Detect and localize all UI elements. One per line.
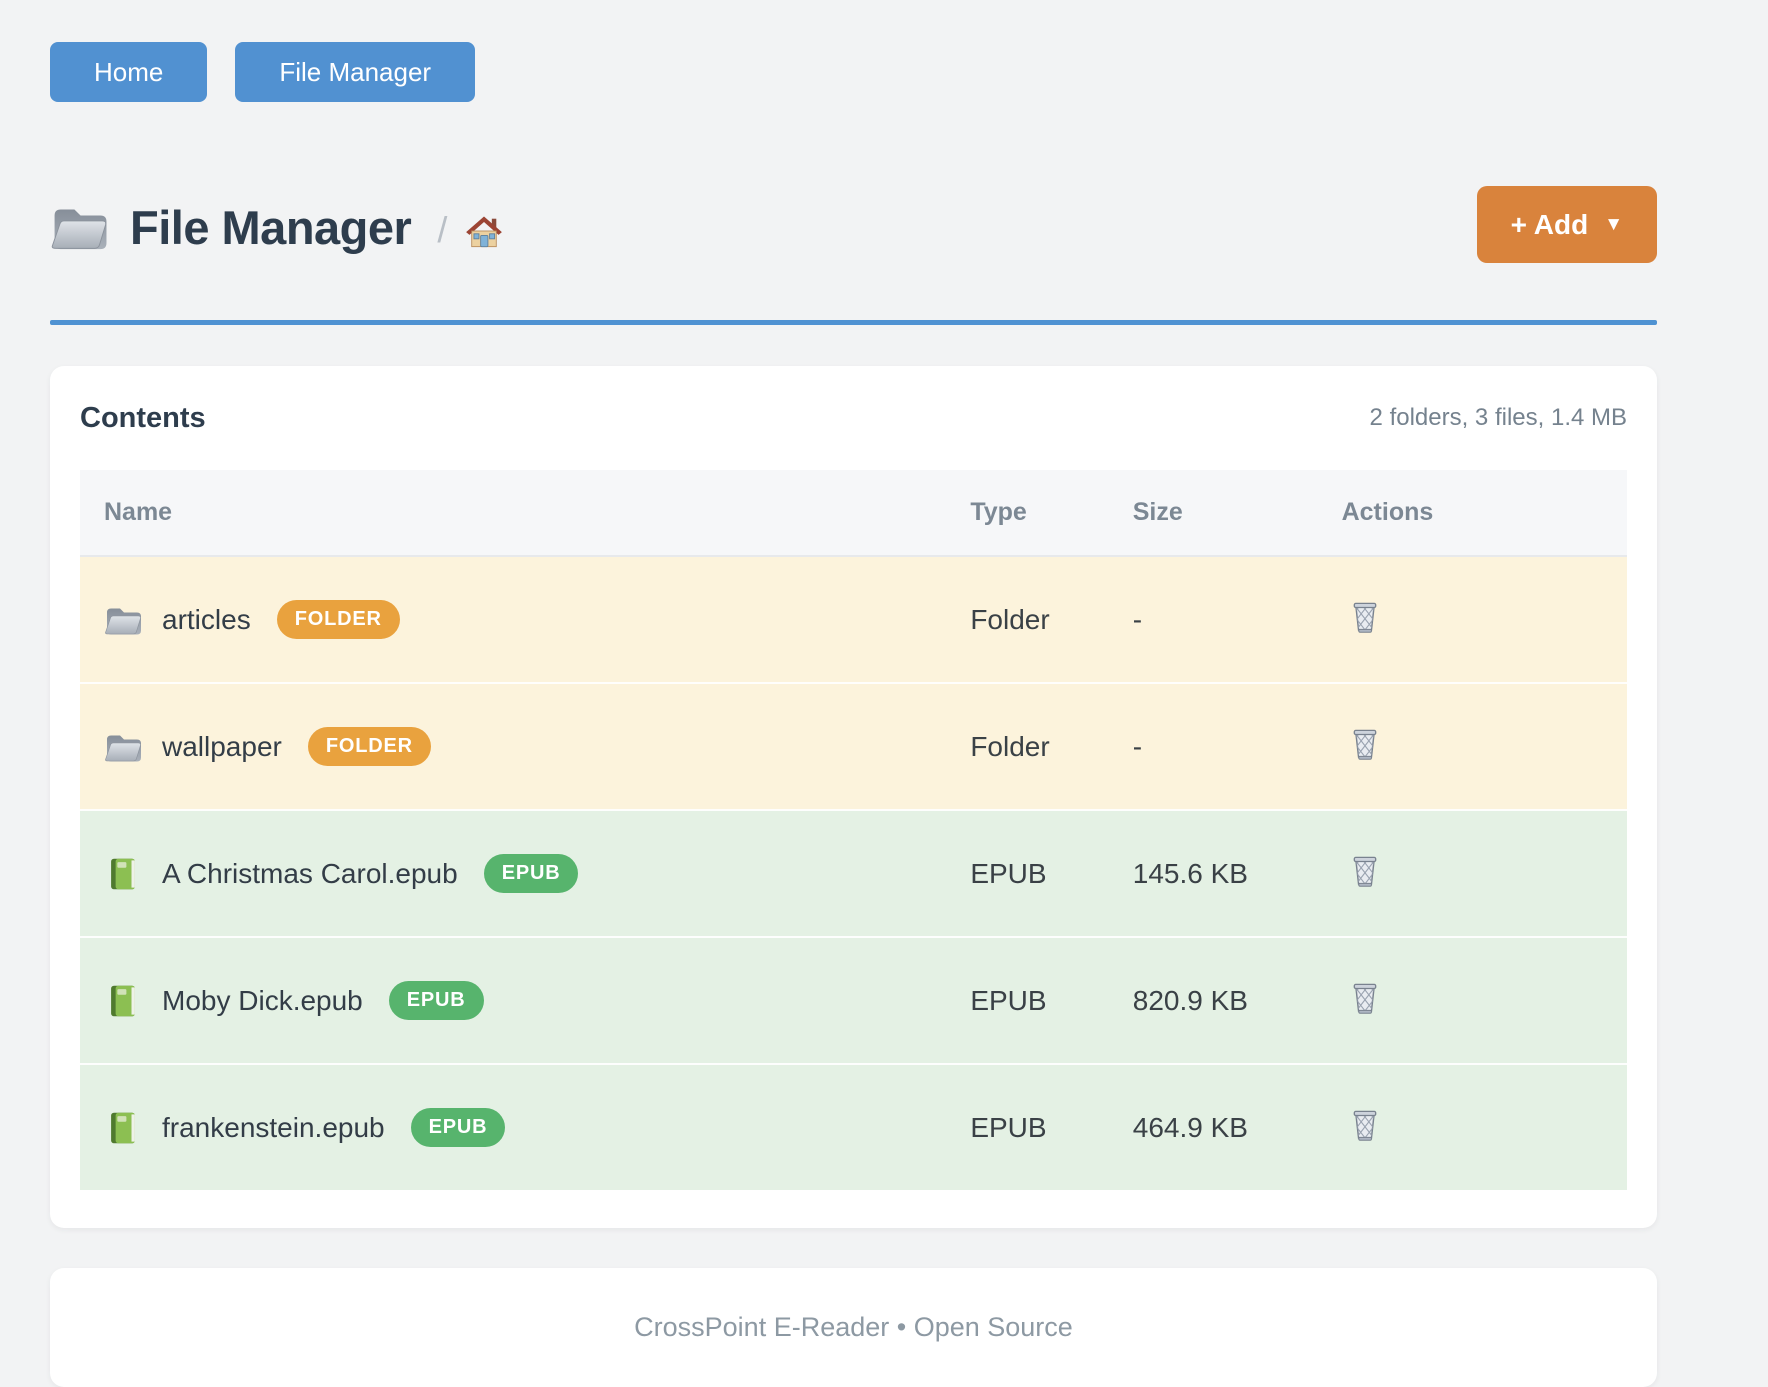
- column-header-actions: Actions: [1317, 470, 1627, 557]
- trash-icon: [1350, 875, 1380, 890]
- table-header-row: Name Type Size Actions: [80, 470, 1627, 557]
- chevron-down-icon: ▼: [1604, 213, 1623, 235]
- folder-icon: [50, 202, 108, 252]
- file-manager-nav-button[interactable]: File Manager: [235, 42, 476, 102]
- size-cell: -: [1132, 603, 1143, 635]
- delete-button[interactable]: [1350, 853, 1380, 887]
- breadcrumb-separator: /: [437, 209, 448, 250]
- book-icon: [104, 984, 142, 1018]
- file-name[interactable]: articles: [162, 603, 251, 635]
- table-row: A Christmas Carol.epub EPUB EPUB 145.6 K…: [80, 810, 1627, 937]
- title-divider: [50, 320, 1657, 325]
- book-icon: [104, 857, 142, 891]
- type-cell: EPUB: [970, 984, 1047, 1016]
- type-cell: Folder: [970, 603, 1050, 635]
- size-cell: -: [1132, 730, 1143, 762]
- page-title: File Manager: [130, 200, 412, 254]
- folder-icon: [104, 730, 142, 764]
- add-button[interactable]: + Add ▼: [1476, 186, 1657, 263]
- table-row: articles FOLDER Folder -: [80, 556, 1627, 683]
- file-name[interactable]: A Christmas Carol.epub: [162, 857, 458, 889]
- table-row: Moby Dick.epub EPUB EPUB 820.9 KB: [80, 937, 1627, 1064]
- footer-text: CrossPoint E-Reader • Open Source: [634, 1312, 1073, 1342]
- file-name[interactable]: frankenstein.epub: [162, 1111, 385, 1143]
- home-nav-button[interactable]: Home: [50, 42, 208, 102]
- folder-icon: [104, 603, 142, 637]
- top-nav: Home File Manager: [50, 0, 1657, 102]
- page: Home File Manager File Manager / + Add ▼…: [50, 0, 1657, 1387]
- trash-icon: [1350, 1129, 1380, 1144]
- file-table: Name Type Size Actions articles FOLDER F…: [80, 470, 1627, 1190]
- trash-icon: [1350, 621, 1380, 636]
- trash-icon: [1350, 748, 1380, 763]
- page-header: File Manager / + Add ▼: [50, 186, 1657, 268]
- delete-button[interactable]: [1350, 726, 1380, 760]
- file-name[interactable]: wallpaper: [162, 730, 282, 762]
- type-cell: EPUB: [970, 857, 1047, 889]
- size-cell: 464.9 KB: [1132, 1111, 1248, 1143]
- footer-card: CrossPoint E-Reader • Open Source: [50, 1268, 1657, 1387]
- add-button-label: + Add: [1510, 208, 1589, 240]
- contents-heading: Contents: [80, 401, 206, 434]
- table-row: frankenstein.epub EPUB EPUB 464.9 KB: [80, 1064, 1627, 1190]
- size-cell: 820.9 KB: [1132, 984, 1248, 1016]
- delete-button[interactable]: [1350, 599, 1380, 633]
- column-header-type: Type: [946, 470, 1109, 557]
- delete-button[interactable]: [1350, 980, 1380, 1014]
- type-badge: EPUB: [388, 981, 484, 1020]
- file-name[interactable]: Moby Dick.epub: [162, 984, 363, 1016]
- table-row: wallpaper FOLDER Folder -: [80, 683, 1627, 810]
- size-cell: 145.6 KB: [1132, 857, 1248, 889]
- type-cell: EPUB: [970, 1111, 1047, 1143]
- trash-icon: [1350, 1002, 1380, 1017]
- book-icon: [104, 1111, 142, 1145]
- type-badge: FOLDER: [276, 600, 400, 639]
- delete-button[interactable]: [1350, 1107, 1380, 1141]
- column-header-size: Size: [1108, 470, 1318, 557]
- type-badge: EPUB: [483, 854, 579, 893]
- type-cell: Folder: [970, 730, 1050, 762]
- type-badge: FOLDER: [307, 727, 431, 766]
- home-icon[interactable]: [465, 213, 503, 249]
- contents-summary: 2 folders, 3 files, 1.4 MB: [1369, 404, 1627, 431]
- contents-card: Contents 2 folders, 3 files, 1.4 MB Name…: [50, 366, 1657, 1228]
- column-header-name: Name: [80, 470, 947, 557]
- type-badge: EPUB: [410, 1108, 506, 1147]
